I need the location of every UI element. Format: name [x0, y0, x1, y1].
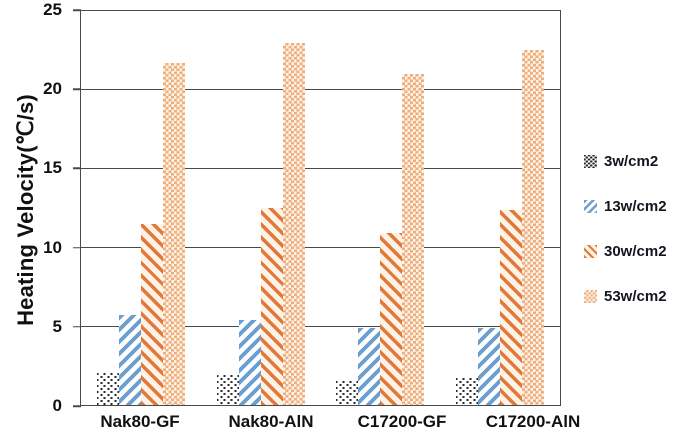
bar-30wcm2-Nak80-GF	[141, 223, 163, 405]
y-tick-mark	[73, 88, 81, 90]
y-tick-mark	[73, 326, 81, 328]
bar-group-Nak80-AlN	[216, 11, 305, 405]
bar-3wcm2-C17200-GF	[336, 381, 359, 405]
y-axis-tick-marks	[73, 9, 81, 407]
y-tick-label: 5	[52, 316, 62, 336]
bar-13wcm2-C17200-AlN	[477, 327, 500, 405]
y-tick-label: 15	[43, 158, 62, 178]
bar-53wcm2-Nak80-AlN	[282, 42, 305, 405]
legend-item-30wcm2: 30w/cm2	[584, 242, 667, 260]
y-tick-label: 25	[43, 0, 62, 19]
bar-13wcm2-Nak80-GF	[119, 315, 141, 405]
bar-13wcm2-C17200-GF	[358, 327, 381, 405]
legend-label: 13w/cm2	[604, 197, 667, 215]
x-axis-label-C17200-GF: C17200-GF	[357, 412, 447, 431]
y-tick-mark	[73, 9, 81, 11]
bar-53wcm2-Nak80-GF	[163, 63, 185, 405]
bar-group-C17200-AlN	[455, 11, 544, 405]
orange-diagonal-down-swatch-icon	[584, 244, 597, 258]
y-tick-mark	[73, 405, 81, 407]
bar-group-C17200-GF	[336, 11, 425, 405]
x-axis-label-Nak80-GF: Nak80-GF	[100, 412, 180, 431]
legend-label: 53w/cm2	[604, 287, 667, 305]
bar-13wcm2-Nak80-AlN	[238, 319, 261, 405]
y-tick-label: 10	[43, 237, 62, 257]
y-tick-mark	[73, 167, 81, 170]
bar-53wcm2-C17200-AlN	[521, 50, 544, 405]
legend-label: 30w/cm2	[604, 242, 667, 260]
gridline	[81, 89, 560, 91]
x-axis-label-C17200-AlN: C17200-AlN	[485, 412, 581, 431]
y-tick-label: 0	[52, 396, 62, 415]
black-dots-swatch-icon	[584, 154, 597, 168]
gridline	[81, 168, 560, 170]
gridline	[81, 325, 560, 327]
bar-group-Nak80-GF	[97, 11, 185, 405]
y-axis-tick-labels: 0 5 10 15 20 25	[0, 0, 62, 415]
blue-diagonal-up-swatch-icon	[584, 199, 597, 213]
gridline	[81, 246, 560, 248]
bar-3wcm2-C17200-AlN	[455, 378, 478, 405]
legend-item-3wcm2: 3w/cm2	[584, 152, 667, 170]
bar-30wcm2-C17200-AlN	[499, 209, 522, 405]
bar-3wcm2-Nak80-AlN	[216, 375, 239, 405]
y-tick-mark	[73, 246, 81, 249]
legend: 3w/cm2 13w/cm2 30w/cm2 53w/cm2	[584, 152, 667, 305]
plot-area	[80, 10, 561, 406]
y-tick-label: 20	[43, 79, 62, 99]
bar-30wcm2-Nak80-AlN	[260, 208, 283, 405]
legend-item-53wcm2: 53w/cm2	[584, 287, 667, 305]
bar-30wcm2-C17200-GF	[380, 233, 403, 405]
x-axis-label-Nak80-AlN: Nak80-AlN	[228, 412, 314, 431]
legend-item-13wcm2: 13w/cm2	[584, 197, 667, 215]
orange-checker-swatch-icon	[584, 289, 597, 303]
legend-label: 3w/cm2	[604, 152, 659, 170]
bar-3wcm2-Nak80-GF	[97, 373, 119, 405]
plot-bars	[81, 11, 560, 405]
bar-53wcm2-C17200-GF	[402, 74, 425, 405]
x-axis-labels: Nak80-GF Nak80-AlN C17200-GF C17200-AlN	[80, 412, 593, 432]
